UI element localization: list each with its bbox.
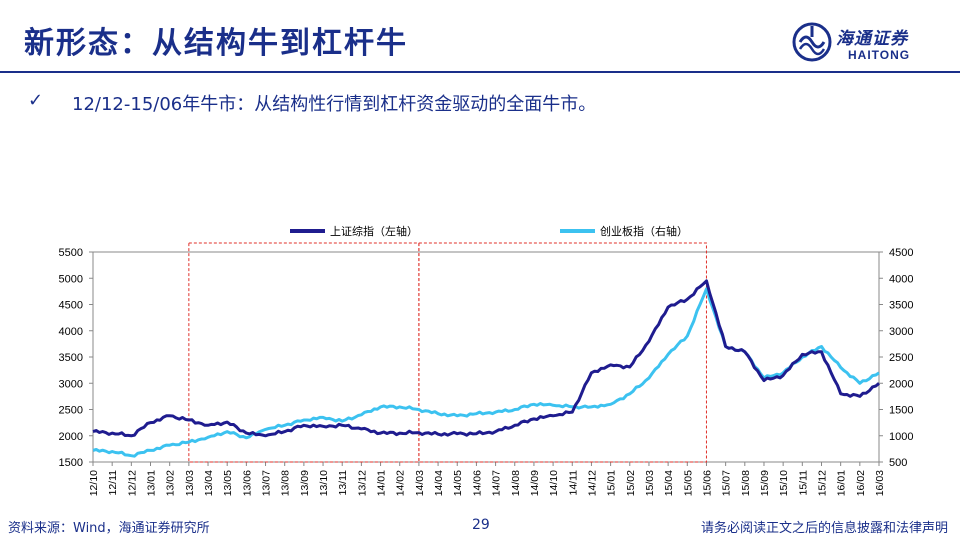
y-tick-label-right: 3000 xyxy=(889,326,913,338)
x-tick-label: 14/09 xyxy=(529,470,541,496)
y-tick-label-right: 2500 xyxy=(889,352,913,364)
x-tick-label: 15/11 xyxy=(797,470,809,496)
y-tick-label-left: 5000 xyxy=(59,273,83,285)
x-tick-label: 14/12 xyxy=(586,470,598,496)
x-tick-label: 13/04 xyxy=(203,470,215,496)
x-tick-label: 15/04 xyxy=(663,470,675,496)
x-tick-label: 13/01 xyxy=(146,470,158,496)
y-tick-label-right: 1500 xyxy=(889,405,913,417)
x-tick-label: 16/02 xyxy=(855,470,867,496)
logo-text-cn: 海通证券 xyxy=(836,29,908,49)
x-tick-label: 15/09 xyxy=(759,470,771,496)
x-tick-label: 13/05 xyxy=(222,470,234,496)
series-line-sh xyxy=(92,279,880,438)
y-tick-label-right: 500 xyxy=(889,457,907,469)
haitong-logo: 海通证券 HAITONG xyxy=(792,22,942,68)
x-tick-label: 12/12 xyxy=(126,470,138,496)
x-tick-label: 14/02 xyxy=(395,470,407,496)
x-tick-label: 15/08 xyxy=(740,470,752,496)
y-tick-label-right: 4000 xyxy=(889,273,913,285)
x-tick-label: 12/11 xyxy=(107,470,119,496)
x-tick-label: 12/10 xyxy=(88,470,100,496)
y-tick-label-left: 3500 xyxy=(59,352,83,364)
x-tick-label: 14/06 xyxy=(471,470,483,496)
x-tick-label: 13/11 xyxy=(337,470,349,496)
y-tick-label-left: 4000 xyxy=(59,326,83,338)
y-tick-label-right: 2000 xyxy=(889,378,913,390)
x-tick-label: 13/12 xyxy=(356,470,368,496)
x-tick-label: 14/05 xyxy=(452,470,464,496)
x-tick-label: 13/06 xyxy=(241,470,253,496)
legend-label-sh: 上证综指（左轴） xyxy=(330,224,418,238)
x-tick-label: 15/01 xyxy=(606,470,618,496)
footer-disclaimer: 请务必阅读正文之后的信息披露和法律声明 xyxy=(700,521,948,536)
x-tick-label: 13/03 xyxy=(184,470,196,496)
x-tick-label: 15/02 xyxy=(625,470,637,496)
x-tick-label: 14/04 xyxy=(433,470,445,496)
x-tick-label: 14/03 xyxy=(414,470,426,496)
x-tick-label: 14/10 xyxy=(548,470,560,496)
checkmark-icon: ✓ xyxy=(28,90,44,111)
highlight-box xyxy=(418,242,707,463)
y-tick-label-right: 3500 xyxy=(889,300,913,312)
y-tick-label-left: 4500 xyxy=(59,300,83,312)
x-tick-label: 13/10 xyxy=(318,470,330,496)
y-tick-label-left: 2500 xyxy=(59,405,83,417)
y-tick-label-left: 3000 xyxy=(59,378,83,390)
x-tick-label: 13/08 xyxy=(280,470,292,496)
x-tick-label: 16/03 xyxy=(874,470,886,496)
x-tick-label: 15/07 xyxy=(721,470,733,496)
x-tick-label: 15/10 xyxy=(778,470,790,496)
x-tick-label: 14/01 xyxy=(376,470,388,496)
x-tick-label: 16/01 xyxy=(836,470,848,496)
haitong-emblem-icon xyxy=(792,22,832,62)
x-tick-label: 14/11 xyxy=(567,470,579,496)
page-title: 新形态：从结构牛到杠杆牛 xyxy=(24,26,408,61)
x-tick-label: 13/09 xyxy=(299,470,311,496)
y-tick-label-right: 4500 xyxy=(889,247,913,259)
y-tick-label-right: 1000 xyxy=(889,431,913,443)
x-tick-label: 13/02 xyxy=(165,470,177,496)
x-tick-label: 15/06 xyxy=(701,470,713,496)
logo-text-en: HAITONG xyxy=(848,48,911,62)
x-tick-label: 15/05 xyxy=(682,470,694,496)
plot-area-frame xyxy=(92,251,880,463)
x-tick-label: 13/07 xyxy=(261,470,273,496)
index-comparison-chart: 5500 5000 4500 4000 3500 3000 2500 2000 1500 4500… xyxy=(59,224,914,496)
title-divider xyxy=(0,71,960,73)
bullet-text: 12/12-15/06年牛市：从结构性行情到杠杆资金驱动的全面牛市。 xyxy=(72,94,597,115)
series-line-cyb xyxy=(92,287,880,458)
x-tick-label: 14/08 xyxy=(510,470,522,496)
x-tick-label: 15/03 xyxy=(644,470,656,496)
page-number: 29 xyxy=(472,517,490,533)
y-tick-label-left: 1500 xyxy=(59,457,83,469)
y-tick-label-left: 5500 xyxy=(59,247,83,259)
x-tick-label: 14/07 xyxy=(491,470,503,496)
x-tick-label: 15/12 xyxy=(816,470,828,496)
y-tick-label-left: 2000 xyxy=(59,431,83,443)
legend-label-cyb: 创业板指（右轴） xyxy=(600,224,688,238)
footer-source: 资料来源：Wind，海通证券研究所 xyxy=(8,521,210,536)
highlight-box xyxy=(188,242,420,463)
